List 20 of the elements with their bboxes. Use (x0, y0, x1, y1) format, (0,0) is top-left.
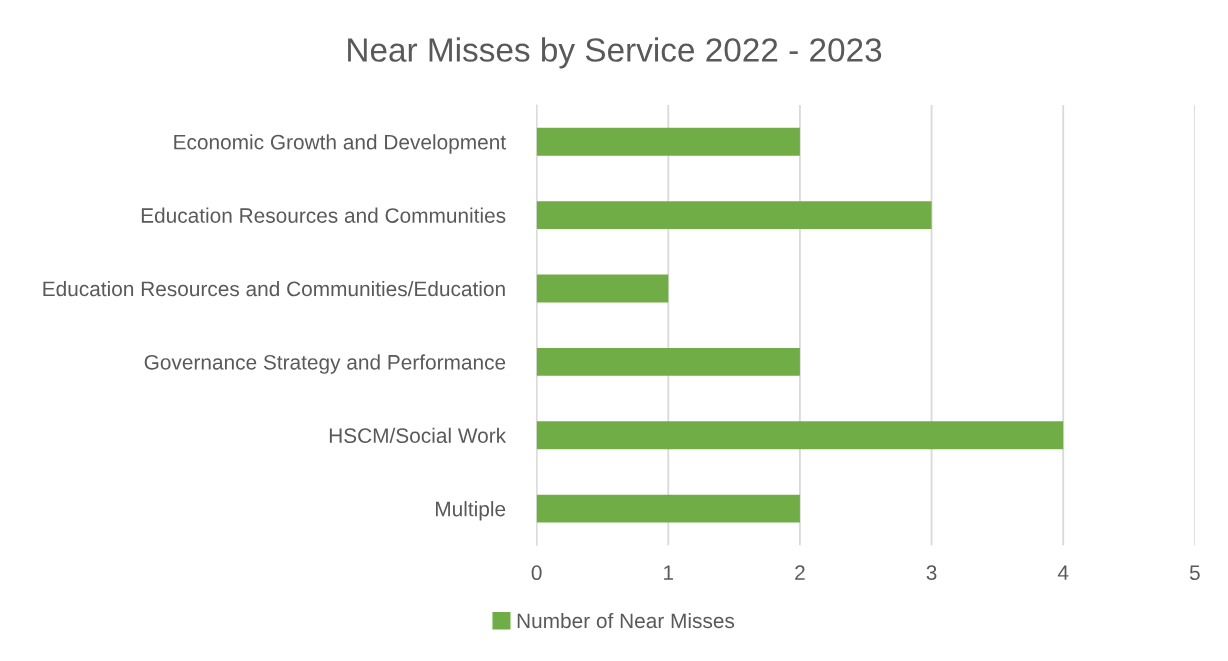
y-tick-label: Governance Strategy and Performance (144, 354, 506, 374)
y-tick-label: HSCM/Social Work (329, 427, 507, 444)
bar (536, 201, 932, 230)
y-tick-label: Multiple (436, 501, 506, 521)
x-tick-label: 2 (795, 565, 805, 580)
y-tick-label: Education Resources and Communities (141, 207, 506, 223)
bar (536, 347, 800, 376)
x-tick-label: 0 (531, 565, 542, 581)
y-tick-label: Economic Growth and Development (174, 134, 506, 154)
bar (536, 494, 800, 523)
bar (536, 421, 1064, 450)
x-tick-label: 4 (1057, 565, 1069, 580)
bar (536, 274, 669, 303)
bar (536, 127, 800, 156)
x-tick-label: 3 (926, 565, 937, 581)
y-tick-label: Education Resources and Communities/Education (43, 280, 505, 297)
x-tick-label: 5 (1189, 565, 1200, 581)
chart-title: Near Misses by Service 2022 - 2023 (348, 37, 882, 69)
legend-label: Number of Near Misses (517, 612, 735, 629)
x-tick-label: 1 (664, 565, 674, 580)
